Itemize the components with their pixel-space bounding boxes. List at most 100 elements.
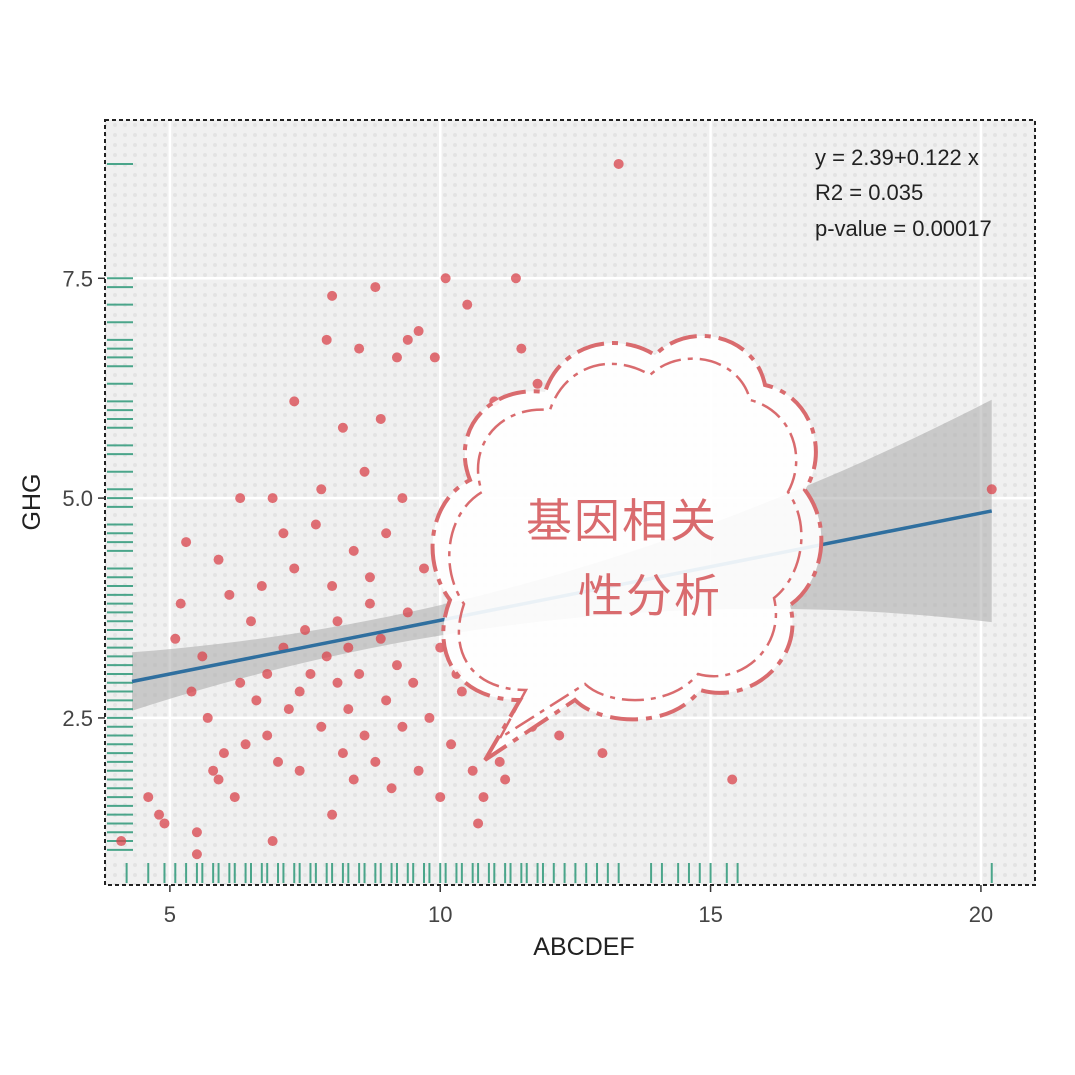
data-point xyxy=(386,783,397,794)
data-point xyxy=(191,849,202,860)
data-point xyxy=(202,712,213,723)
data-point xyxy=(397,493,408,504)
data-point xyxy=(348,774,359,785)
x-tick-label: 20 xyxy=(969,902,993,927)
data-point xyxy=(245,616,256,627)
data-point xyxy=(402,607,413,618)
data-point xyxy=(343,704,354,715)
confidence-band-group xyxy=(132,399,992,711)
data-point xyxy=(116,836,127,847)
y-axis-title: GHG xyxy=(18,474,46,531)
data-point xyxy=(391,660,402,671)
data-point xyxy=(402,334,413,345)
data-point xyxy=(273,756,284,767)
confidence-band xyxy=(132,399,992,711)
data-point xyxy=(197,651,208,662)
data-point xyxy=(186,686,197,697)
data-point xyxy=(300,625,311,635)
data-point xyxy=(294,686,305,697)
data-point xyxy=(327,290,338,301)
data-point xyxy=(224,589,235,600)
data-point xyxy=(337,748,348,759)
x-tick-label: 5 xyxy=(164,902,176,927)
rug-marks xyxy=(107,162,993,883)
data-point xyxy=(510,273,521,284)
data-point xyxy=(613,158,624,169)
x-axis-title: ABCDEF xyxy=(533,933,634,961)
data-point xyxy=(321,651,332,662)
data-point xyxy=(327,581,338,592)
y-tick-label: 7.5 xyxy=(62,266,93,291)
data-point xyxy=(554,730,565,741)
data-point xyxy=(478,792,489,803)
data-point xyxy=(354,668,365,679)
data-point xyxy=(316,484,327,495)
data-point xyxy=(143,792,154,803)
equation-text: y = 2.39+0.122 x xyxy=(815,145,979,170)
data-point xyxy=(375,413,386,424)
data-point xyxy=(327,809,338,820)
data-point xyxy=(256,581,267,592)
data-point xyxy=(208,765,219,776)
r2-text: R2 = 0.035 xyxy=(815,180,923,205)
x-tick-label: 15 xyxy=(698,902,722,927)
data-point xyxy=(175,598,186,609)
data-point xyxy=(240,739,251,750)
data-point xyxy=(218,748,229,759)
data-point xyxy=(446,739,457,750)
data-point xyxy=(381,695,392,706)
data-point xyxy=(413,765,424,776)
cloud-stamp-inner-outline xyxy=(448,357,803,742)
data-point xyxy=(370,282,381,293)
axis-ticks: 5 10 15 20 2.5 5.0 7.5 xyxy=(62,266,993,927)
data-point xyxy=(321,334,332,345)
data-point xyxy=(170,633,181,644)
data-point xyxy=(332,677,343,688)
data-point xyxy=(213,554,224,565)
data-point xyxy=(262,668,273,679)
data-point xyxy=(332,616,343,627)
data-point xyxy=(364,598,375,609)
data-point xyxy=(181,537,192,548)
data-point xyxy=(359,730,370,741)
data-point xyxy=(310,519,321,530)
data-point xyxy=(283,704,294,715)
data-point xyxy=(456,686,467,697)
data-point xyxy=(494,756,505,767)
data-point xyxy=(289,563,300,574)
data-point xyxy=(278,528,289,539)
data-point xyxy=(191,827,202,838)
data-point xyxy=(364,572,375,583)
y-tick-label: 5.0 xyxy=(62,486,93,511)
data-point xyxy=(532,378,543,389)
panel-border xyxy=(104,119,1036,886)
data-point xyxy=(213,774,224,785)
data-point xyxy=(354,343,365,354)
data-points xyxy=(116,158,997,860)
y-tick-label: 2.5 xyxy=(62,706,93,731)
data-point xyxy=(597,748,608,759)
data-point xyxy=(235,493,246,504)
stamp-line-1: 基因相关 xyxy=(526,494,718,548)
data-point xyxy=(429,352,440,363)
data-point xyxy=(229,792,240,803)
data-point xyxy=(375,633,386,644)
data-point xyxy=(408,677,419,688)
data-point xyxy=(343,642,354,653)
data-point xyxy=(316,721,327,732)
data-point xyxy=(473,818,484,829)
data-point xyxy=(986,484,997,495)
data-point xyxy=(359,466,370,477)
data-point xyxy=(435,792,446,803)
x-tick-label: 10 xyxy=(428,902,452,927)
data-point xyxy=(267,836,278,847)
data-point xyxy=(467,765,478,776)
data-point xyxy=(727,774,738,785)
data-point xyxy=(348,545,359,556)
data-point xyxy=(305,668,316,679)
data-point xyxy=(267,493,278,504)
data-point xyxy=(294,765,305,776)
data-point xyxy=(154,809,165,820)
data-point xyxy=(419,563,430,574)
